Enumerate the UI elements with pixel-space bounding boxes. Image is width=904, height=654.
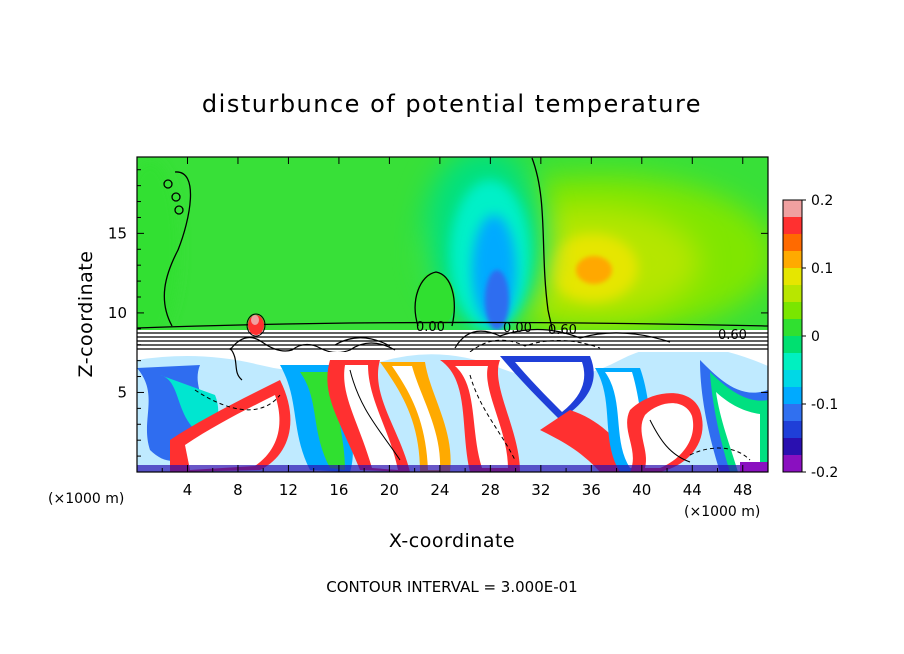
upper-contours — [137, 157, 768, 331]
colorbar-label-0: 0.2 — [811, 193, 833, 209]
colorbar-swatch-3 — [783, 251, 802, 269]
contour-inversion-top — [137, 321, 768, 329]
x-unit-right: (×1000 m) — [684, 504, 760, 520]
x-tick-label-7: 32 — [531, 481, 550, 499]
x-tick-label-10: 44 — [683, 481, 702, 499]
colorbar-swatch-13 — [783, 421, 802, 439]
plot-area: 0.00 0.00 0.60 0.60 — [137, 157, 768, 472]
x-axis-label: X-coordinate — [389, 530, 515, 552]
colorbar-swatch-11 — [783, 387, 802, 405]
contour-interval-note: CONTOUR INTERVAL = 3.000E-01 — [326, 578, 577, 596]
colorbar-swatch-14 — [783, 438, 802, 456]
y-axis: 5 10 15 — [108, 169, 768, 457]
colorbar-swatch-5 — [783, 285, 802, 303]
colorbar-swatch-10 — [783, 370, 802, 388]
contour-label-1: 0.00 — [416, 320, 445, 335]
upper-field — [137, 157, 768, 333]
colorbar-label-3: -0.1 — [811, 397, 838, 413]
contour-label-3: 0.60 — [548, 323, 577, 338]
small-cell-x9 — [229, 313, 266, 381]
contour-small-cell-2 — [171, 192, 181, 202]
x-tick-label-6: 28 — [481, 481, 500, 499]
colorbar-swatch-7 — [783, 319, 802, 337]
colorbar-swatch-9 — [783, 353, 802, 371]
x-tick-label-9: 40 — [632, 481, 651, 499]
y-tick-label-0: 5 — [117, 383, 127, 401]
left-edge-green — [137, 160, 180, 333]
positive-bubble — [415, 272, 455, 328]
colorbar-swatch-4 — [783, 268, 802, 286]
y-axis-label: Z-coordinate — [75, 251, 97, 378]
y-tick-label-2: 15 — [108, 224, 127, 242]
x-unit-left: (×1000 m) — [48, 491, 124, 507]
contour-right-plume — [531, 157, 553, 331]
colorbar-swatch-15 — [783, 455, 802, 473]
colorbar: 0.2 0.1 0 -0.1 -0.2 — [782, 193, 838, 481]
colorbar-swatch-2 — [783, 234, 802, 252]
contour-labels: 0.00 0.00 0.60 0.60 — [416, 320, 747, 343]
x-tick-label-0: 4 — [183, 481, 193, 499]
colorbar-swatch-12 — [783, 404, 802, 422]
lower-field — [137, 352, 768, 472]
colorbar-swatch-0 — [783, 200, 802, 218]
x-tick-label-2: 12 — [279, 481, 298, 499]
contour-label-4: 0.60 — [718, 328, 747, 343]
x-tick-label-5: 24 — [430, 481, 449, 499]
colorbar-label-1: 0.1 — [811, 261, 833, 277]
contour-left-column — [163, 171, 192, 327]
colorbar-swatch-6 — [783, 302, 802, 320]
contour-small-cell-3 — [174, 205, 184, 215]
x-tick-label-4: 20 — [380, 481, 399, 499]
x-tick-label-11: 48 — [733, 481, 752, 499]
y-tick-label-1: 10 — [108, 304, 127, 322]
colorbar-swatch-8 — [783, 336, 802, 354]
negative-plume-deep — [485, 270, 509, 330]
positive-core — [576, 256, 612, 284]
x-tick-label-1: 8 — [233, 481, 243, 499]
plot-frame — [136, 156, 769, 473]
x-tick-label-3: 16 — [329, 481, 348, 499]
chart-title: disturbunce of potential temperature — [202, 90, 702, 118]
colorbar-label-2: 0 — [811, 329, 820, 345]
contour-bubble — [414, 271, 455, 327]
x-axis: 4 8 12 16 20 24 28 32 36 40 44 48 — [161, 157, 752, 499]
colorbar-label-4: -0.2 — [811, 465, 838, 481]
inversion-band — [137, 328, 768, 354]
contour-label-2: 0.00 — [503, 321, 532, 336]
contour-small-cell-1 — [163, 179, 173, 189]
x-tick-label-8: 36 — [582, 481, 601, 499]
colorbar-swatch-1 — [783, 217, 802, 235]
